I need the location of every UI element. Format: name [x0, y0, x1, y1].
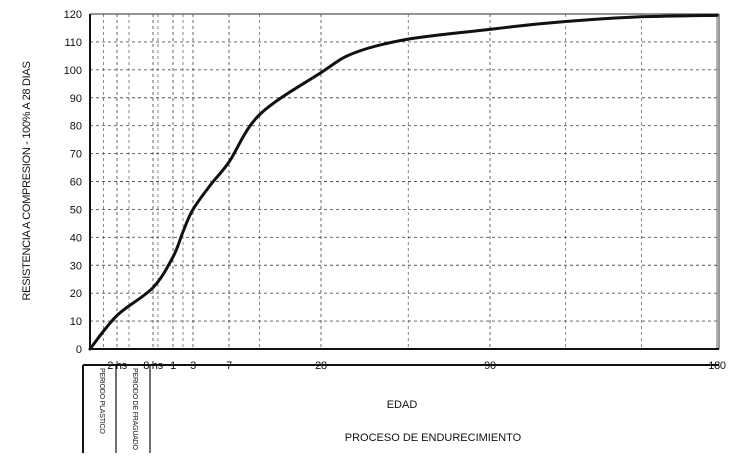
x-axis-label: EDAD	[387, 399, 418, 411]
y-tick-label: 110	[64, 37, 82, 49]
y-tick-labels: 0 10 20 30 40 50 60 70 80 90 100 110 120	[64, 9, 82, 356]
y-tick-label: 100	[64, 65, 82, 77]
y-tick-label: 20	[70, 288, 82, 300]
period-label-fraguado: PERIODO DE FRAGUADO	[131, 368, 138, 451]
y-tick-label: 0	[76, 344, 82, 356]
y-tick-label: 120	[64, 9, 82, 21]
y-tick-label: 30	[70, 260, 82, 272]
y-tick-label: 50	[70, 204, 82, 216]
bottom-panel: PERIODO PLASTICO PERIODO DE FRAGUADO EDA…	[82, 364, 719, 453]
y-tick-label: 40	[70, 232, 82, 244]
series-line	[88, 13, 719, 351]
y-tick-label: 90	[70, 93, 82, 105]
period-label-plastico: PERIODO PLASTICO	[98, 368, 105, 434]
y-axis-label: RESISTENCIA A COMPRESION - 100% A 28 DIA…	[21, 62, 33, 301]
axes	[89, 14, 719, 350]
series-layer	[88, 13, 719, 351]
y-tick-label: 70	[70, 149, 82, 161]
grid	[90, 13, 720, 349]
bottom-caption: PROCESO DE ENDURECIMIENTO	[345, 432, 522, 444]
y-tick-label: 80	[70, 121, 82, 133]
y-tick-label: 60	[70, 177, 82, 189]
y-tick-label: 10	[70, 316, 82, 328]
